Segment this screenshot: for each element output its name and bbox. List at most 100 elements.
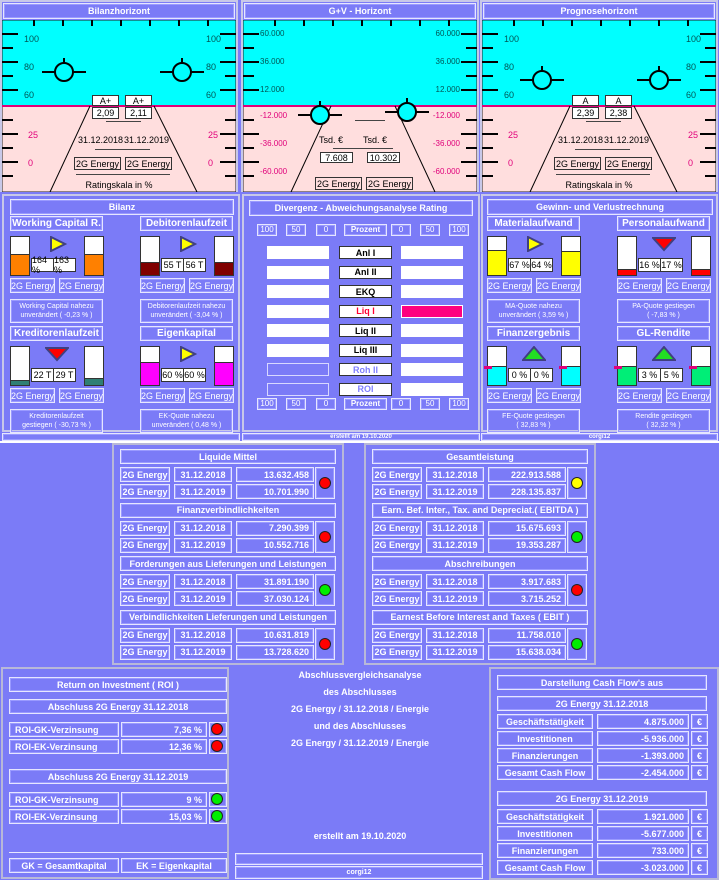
kpi-bar — [561, 236, 581, 276]
status-cell — [315, 520, 335, 553]
roi-title: Return on Investment ( ROI ) — [9, 677, 227, 692]
kpi-card: Debitorenlaufzeit 55 T 2G Energy 56 T 2G Ene… — [140, 216, 235, 328]
kpi-table-title: Liquide Mittel — [120, 449, 336, 464]
roi-section-header: Abschluss 2G Energy 31.12.2018 — [9, 699, 227, 714]
cashflow-value: -1.393.000 — [597, 748, 689, 763]
kpi-bar-fill — [11, 380, 29, 385]
kpi-date: 31.12.2019 — [174, 591, 232, 606]
tick-label-left: -36.000 — [260, 139, 288, 148]
kpi-title: Working Capital R. — [10, 216, 103, 231]
kpi-comment-line: Rendite gestiegen — [635, 413, 692, 420]
kpi-comment-line: unverändert ( 3,59 % ) — [498, 312, 569, 319]
kpi-bar — [487, 236, 507, 276]
currency-label: € — [691, 714, 708, 729]
kpi-bar — [10, 346, 30, 386]
status-light-yellow — [571, 477, 583, 489]
upper-tick-label: 60 — [686, 90, 697, 100]
kpi-comment-line: MA-Quote nahezu — [505, 303, 562, 310]
kpi-bar — [140, 236, 160, 276]
kpi-date: 31.12.2019 — [426, 484, 484, 499]
kpi-bar — [691, 346, 711, 386]
kpi-company: 2G Energy — [372, 537, 422, 553]
strip-blank — [2, 433, 240, 441]
kpi-amount: 11.758.010 — [488, 627, 566, 643]
kpi-company: 2G Energy — [617, 388, 662, 403]
trapezoid-edge — [529, 105, 571, 192]
attitude-indicator-circle — [172, 62, 192, 82]
divergenz-title: Divergenz - Abweichungsanalyse Rating — [249, 200, 473, 216]
rating-score: 2,38 — [605, 107, 632, 119]
scale-label: 50 — [420, 398, 440, 410]
kpi-comment: MA-Quote nahezu unverändert ( 3,59 % ) — [487, 299, 580, 323]
trend-arrow-right-icon — [527, 236, 545, 252]
divergenz-left-bar — [267, 285, 329, 298]
scale-label: Prozent — [344, 224, 387, 236]
divergenz-panel: Divergenz - Abweichungsanalyse Rating 100… — [242, 194, 480, 432]
upper-tick-label: 100 — [686, 34, 702, 44]
kpi-value: 56 T — [183, 258, 206, 272]
kpi-comment-line: ( 32,83 % ) — [516, 422, 551, 429]
cashflow-label: Gesamt Cash Flow — [497, 765, 593, 780]
cashflow-label: Geschäftstätigkeit — [497, 714, 593, 729]
upper-tick-label: 100 — [504, 34, 520, 44]
cashflow-section-header: 2G Energy 31.12.2018 — [497, 696, 707, 711]
kpi-amount: 19.353.287 — [488, 537, 566, 553]
status-cell — [315, 467, 335, 499]
divergenz-metric: Liq I — [339, 304, 392, 318]
company-label: 2G Energy — [74, 157, 121, 170]
kpi-amount: 13.728.620 — [236, 644, 314, 660]
unit-label: Tsd. € — [319, 135, 344, 145]
kpi-comment: EK-Quote nahezu unverändert ( 0,48 % ) — [140, 409, 233, 433]
status-cell — [209, 722, 227, 737]
divergenz-right-bar — [401, 265, 463, 279]
kpi-bar-fill — [85, 378, 103, 385]
divergenz-left-bar — [267, 363, 329, 376]
currency-label: € — [691, 765, 708, 780]
horizon-gauge — [482, 20, 716, 192]
status-light-green — [571, 530, 583, 543]
lower-tick-label: 0 — [208, 158, 214, 168]
lower-tick-label: 0 — [508, 158, 514, 168]
status-light-red — [319, 637, 331, 650]
arrow-shape — [45, 347, 69, 362]
trend-arrow-down-icon — [652, 237, 676, 252]
cashflow-value: -2.454.000 — [597, 765, 689, 780]
lower-tick-label: 25 — [28, 130, 39, 140]
rating-score: 2,39 — [572, 107, 599, 119]
trend-arrow-right-icon — [180, 236, 198, 252]
status-light-red — [211, 723, 223, 735]
kpi-bar — [691, 236, 711, 276]
kpi-company: 2G Energy — [372, 520, 422, 536]
kpi-date: 31.12.2019 — [426, 537, 484, 553]
center-title-line: 2G Energy / 31.12.2018 / Energie — [290, 704, 430, 714]
zero-marker — [614, 366, 622, 369]
kpi-comment-line: gestiegen ( -30,73 % ) — [22, 422, 91, 429]
kpi-title: Kreditorenlaufzeit — [10, 326, 103, 341]
kpi-value: 5 % — [660, 368, 683, 382]
tick-label-right: 36.000 — [435, 57, 460, 66]
center-title-line: 2G Energy / 31.12.2019 / Energie — [290, 738, 430, 748]
date-label: 31.12.2018 — [78, 135, 124, 145]
kpi-company: 2G Energy — [120, 574, 170, 589]
bilanz-panel: Bilanz Working Capital R. 164 % 2G Energy 16… — [2, 194, 240, 433]
status-light-green — [211, 810, 223, 822]
kpi-value: 0 % — [530, 368, 553, 382]
kpi-company: 2G Energy — [372, 644, 422, 660]
cashflow-section-header: 2G Energy 31.12.2019 — [497, 791, 707, 806]
cashflow-value: 1.921.000 — [597, 809, 689, 824]
rating-score: 2,09 — [92, 107, 119, 119]
kpi-date: 31.12.2019 — [426, 644, 484, 660]
kpi-company: 2G Energy — [120, 591, 170, 606]
scale-label: 50 — [286, 224, 306, 236]
kpi-date: 31.12.2018 — [174, 574, 232, 589]
kpi-company: 2G Energy — [10, 278, 55, 293]
attitude-indicator-circle — [532, 70, 552, 90]
kpi-amount: 15.638.034 — [488, 644, 566, 660]
center-created: erstellt am 19.10.2020 — [313, 831, 407, 841]
guv-title: Gewinn- und Verlustrechnung — [487, 199, 713, 215]
lower-tick-label: 25 — [688, 130, 699, 140]
roi-label: ROI-GK-Verzinsung — [9, 792, 119, 807]
scale-label: 50 — [420, 224, 440, 236]
upper-tick-label: 60 — [24, 90, 35, 100]
zero-marker — [559, 366, 567, 369]
